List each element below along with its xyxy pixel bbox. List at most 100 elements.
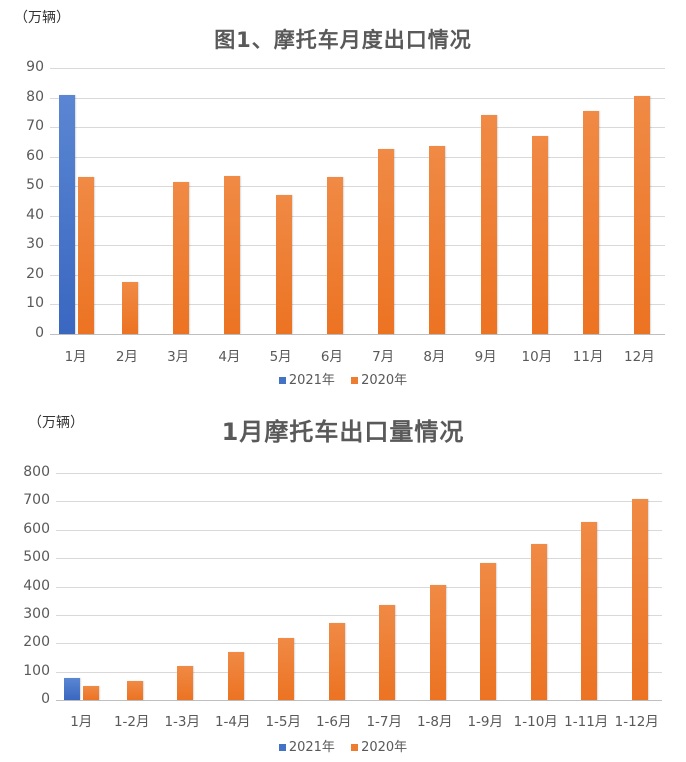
x-tick-label: 6月 xyxy=(320,349,343,365)
bar-2020-2月 xyxy=(121,282,138,334)
gridline xyxy=(50,97,665,99)
gridline xyxy=(56,671,662,673)
bar-2020-8月 xyxy=(429,146,446,334)
bar-2020-1-12月 xyxy=(631,499,648,700)
x-tick-label: 5月 xyxy=(269,349,292,365)
bar-2020-1月 xyxy=(77,177,94,334)
gridline xyxy=(56,558,662,560)
x-tick-label: 1-7月 xyxy=(366,714,403,730)
gridline xyxy=(56,501,662,503)
x-tick-label: 1-12月 xyxy=(614,714,659,730)
gridline xyxy=(56,473,662,474)
gridline xyxy=(56,586,662,588)
x-tick-label: 1-3月 xyxy=(164,714,201,730)
x-tick-label: 1-5月 xyxy=(265,714,302,730)
x-tick-label: 3月 xyxy=(167,349,190,365)
x-tick-label: 11月 xyxy=(572,349,604,365)
chart-title: 1月摩托车出口量情况 xyxy=(221,418,465,446)
gridline xyxy=(50,127,665,129)
legend-item-2021: 2021年 xyxy=(278,736,335,755)
y-tick-label: 300 xyxy=(23,605,50,622)
y-tick-label: 10 xyxy=(26,295,44,312)
y-tick-label: 80 xyxy=(26,88,44,105)
x-tick-label: 1-6月 xyxy=(315,714,352,730)
gridline xyxy=(50,156,665,158)
bar-2020-1-4月 xyxy=(227,651,244,700)
y-tick-label: 50 xyxy=(26,177,44,194)
legend-swatch-2021 xyxy=(278,744,286,751)
x-tick-label: 1-2月 xyxy=(113,714,150,730)
x-tick-label: 1-4月 xyxy=(214,714,251,730)
y-tick-label: 40 xyxy=(26,206,44,223)
bar-2020-1-11月 xyxy=(581,522,598,700)
bar-2020-10月 xyxy=(531,135,548,334)
bar-2020-3月 xyxy=(173,181,190,334)
bar-2020-1-6月 xyxy=(328,622,345,700)
gridline xyxy=(50,304,665,306)
bar-2020-1-10月 xyxy=(530,543,547,700)
y-tick-label: 0 xyxy=(41,691,50,707)
y-tick-label: 30 xyxy=(26,236,44,253)
gridline xyxy=(50,274,665,276)
legend-item-2020: 2020年 xyxy=(351,736,407,755)
legend-swatch-2020 xyxy=(351,377,359,384)
x-tick-label: 9月 xyxy=(474,349,497,365)
bar-2020-7月 xyxy=(378,149,395,334)
x-tick-label: 1-8月 xyxy=(416,714,453,730)
y-tick-label: 0 xyxy=(35,325,44,341)
gridline xyxy=(56,700,662,701)
legend: 2021年 2020年 xyxy=(0,736,686,755)
unit-label: （万辆） xyxy=(28,415,84,431)
gridline xyxy=(50,68,665,69)
y-tick-label: 20 xyxy=(26,265,44,282)
y-tick-label: 90 xyxy=(26,59,44,75)
y-tick-label: 600 xyxy=(23,520,50,537)
bar-2020-11月 xyxy=(583,110,600,334)
bar-2020-4月 xyxy=(224,175,241,334)
chart-monthly-exports: （万辆） 图1、摩托车月度出口情况 0 10 20 30 40 50 60 70 80 90 1月… xyxy=(0,10,686,388)
gridline xyxy=(56,614,662,616)
legend-swatch-2020 xyxy=(351,744,359,751)
bar-2020-1-9月 xyxy=(480,563,497,700)
x-tick-label: 1-9月 xyxy=(467,714,504,730)
gridline xyxy=(50,215,665,217)
bar-2021-1月 xyxy=(58,94,75,334)
x-tick-label: 1-10月 xyxy=(513,714,558,730)
y-tick-label: 800 xyxy=(23,464,50,480)
y-tick-label: 70 xyxy=(26,118,44,135)
plot-area xyxy=(56,473,662,701)
x-tick-label: 1月 xyxy=(64,349,87,365)
gridline xyxy=(56,529,662,531)
x-tick-label: 4月 xyxy=(218,349,241,365)
legend-item-2021: 2021年 xyxy=(278,369,335,388)
plot-area xyxy=(50,68,665,335)
chart-title: 图1、摩托车月度出口情况 xyxy=(214,28,472,52)
legend-swatch-2021 xyxy=(278,377,286,384)
y-tick-label: 200 xyxy=(23,634,50,651)
bar-2020-1-2月 xyxy=(126,681,143,700)
unit-label: （万辆） xyxy=(14,10,70,26)
y-tick-label: 400 xyxy=(23,577,50,594)
x-tick-label: 1月 xyxy=(70,714,93,730)
y-tick-label: 100 xyxy=(23,662,50,679)
bar-2020-1-3月 xyxy=(177,665,194,700)
bar-2020-9月 xyxy=(480,115,497,334)
gridline xyxy=(50,334,665,335)
x-tick-label: 1-11月 xyxy=(564,714,609,730)
bar-2020-1月 xyxy=(83,685,100,700)
x-tick-label: 7月 xyxy=(372,349,395,365)
gridline xyxy=(50,245,665,247)
y-tick-label: 700 xyxy=(23,492,50,509)
bar-2020-6月 xyxy=(326,177,343,334)
bar-2020-1-8月 xyxy=(429,585,446,700)
gridline xyxy=(56,643,662,645)
y-tick-label: 60 xyxy=(26,147,44,164)
legend: 2021年 2020年 xyxy=(0,369,686,388)
bar-2021-1月 xyxy=(64,677,81,700)
x-tick-label: 2月 xyxy=(115,349,138,365)
y-tick-label: 500 xyxy=(23,549,50,566)
legend-item-2020: 2020年 xyxy=(351,369,407,388)
gridline xyxy=(50,186,665,188)
bar-2020-5月 xyxy=(275,195,292,334)
